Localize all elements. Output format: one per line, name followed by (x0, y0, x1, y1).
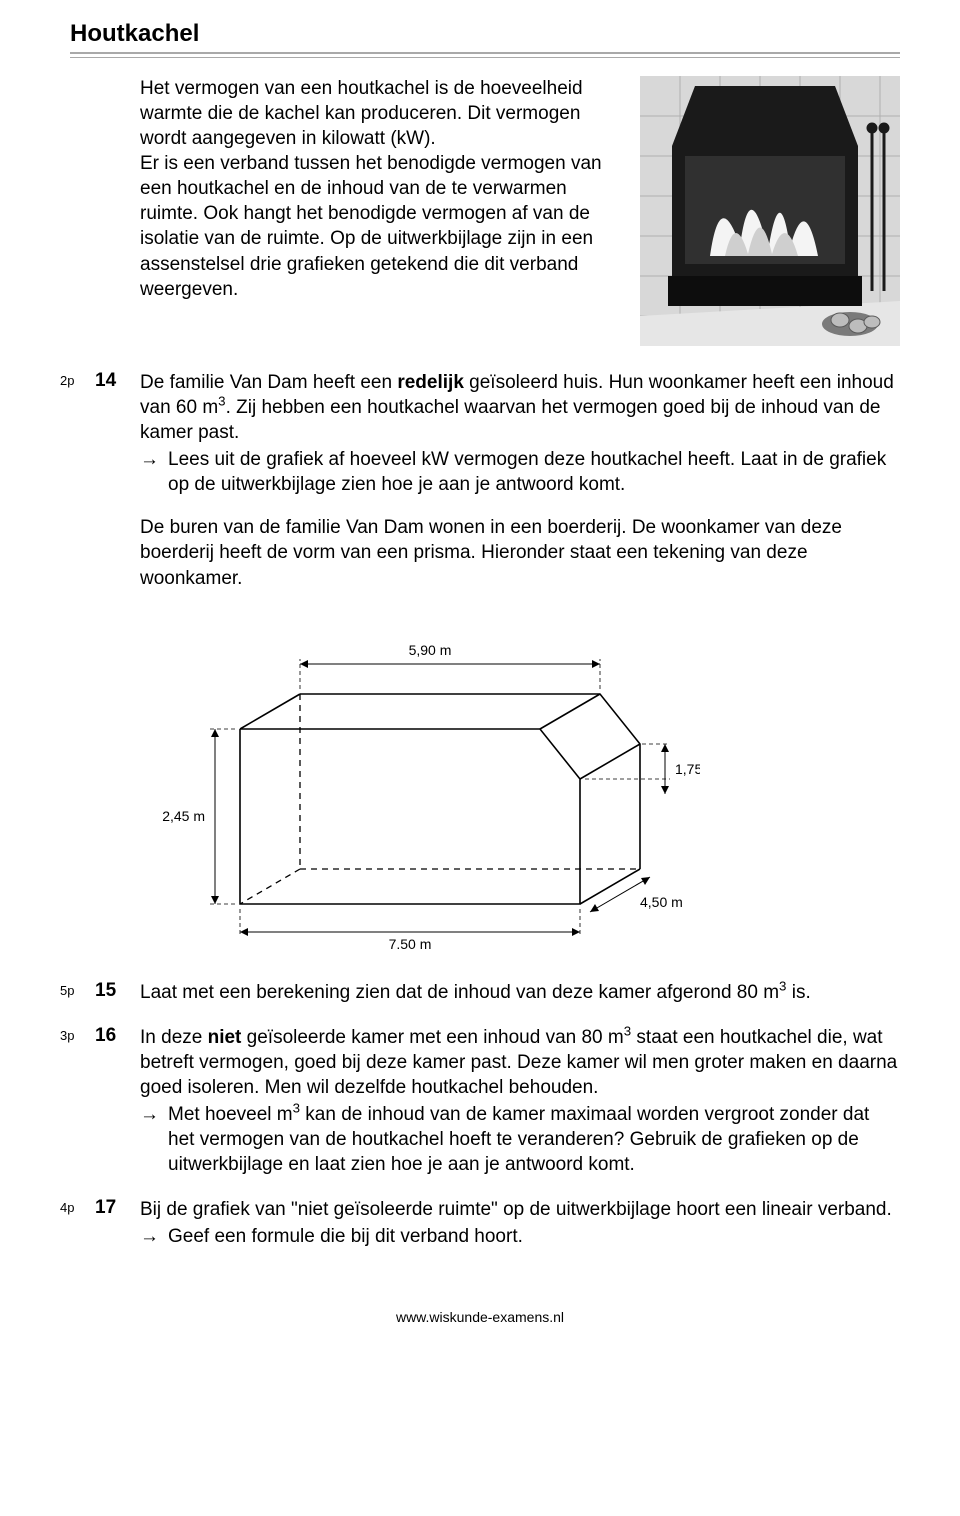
title-block: Houtkachel (70, 20, 900, 58)
dim-left: 2,45 m (162, 729, 235, 904)
arrow-instruction: → Lees uit de grafiek af hoeveel kW verm… (140, 447, 900, 497)
stove-photo (640, 76, 900, 346)
question-number: 16 (95, 1025, 140, 1177)
dim-bottom: 7,50 m (240, 909, 580, 949)
question-aftertext: De buren van de familie Van Dam wonen in… (140, 515, 900, 590)
question-number: 14 (95, 370, 140, 609)
intro-text: Het vermogen van een houtkachel is de ho… (140, 76, 616, 346)
exam-page: Houtkachel Het vermogen van een houtkach… (0, 0, 960, 1365)
question-body: De familie Van Dam heeft een redelijk ge… (140, 370, 900, 609)
question-number: 17 (95, 1197, 140, 1249)
intro-row: Het vermogen van een houtkachel is de ho… (140, 76, 900, 346)
page-title: Houtkachel (70, 20, 900, 48)
page-footer: www.wiskunde-examens.nl (60, 1309, 900, 1325)
question-16: 3p 16 In deze niet geïsoleerde kamer met… (60, 1025, 900, 1177)
arrow-icon: → (140, 1224, 168, 1249)
dim-right-bottom: 4,50 m (590, 877, 683, 912)
points-label: 4p (60, 1197, 95, 1249)
question-number: 15 (95, 980, 140, 1005)
question-body: Bij de grafiek van "niet geïsoleerde rui… (140, 1197, 900, 1249)
points-label: 3p (60, 1025, 95, 1177)
question-17: 4p 17 Bij de grafiek van "niet geïsoleer… (60, 1197, 900, 1249)
question-text: De familie Van Dam heeft een redelijk ge… (140, 370, 900, 445)
question-text: In deze niet geïsoleerde kamer met een i… (140, 1025, 900, 1100)
question-body: In deze niet geïsoleerde kamer met een i… (140, 1025, 900, 1177)
question-14: 2p 14 De familie Van Dam heeft een redel… (60, 370, 900, 609)
dim-left-label: 2,45 m (162, 808, 205, 824)
arrow-icon: → (140, 1102, 168, 1177)
arrow-text: Met hoeveel m3 kan de inhoud van de kame… (168, 1102, 900, 1177)
dim-top: 5,90 m (300, 642, 600, 689)
arrow-instruction: → Geef een formule die bij dit verband h… (140, 1224, 900, 1249)
arrow-icon: → (140, 447, 168, 497)
dim-right-top: 1,75 m (585, 744, 700, 794)
question-text: Bij de grafiek van "niet geïsoleerde rui… (140, 1197, 900, 1222)
points-label: 5p (60, 980, 95, 1005)
title-rule (70, 52, 900, 58)
prism-diagram: 5,90 m (140, 629, 900, 954)
arrow-instruction: → Met hoeveel m3 kan de inhoud van de ka… (140, 1102, 900, 1177)
arrow-text: Geef een formule die bij dit verband hoo… (168, 1224, 900, 1249)
stove-base (668, 276, 862, 306)
dim-right-bottom-label: 4,50 m (640, 894, 683, 910)
dim-right-top-label: 1,75 m (675, 761, 700, 777)
points-label: 2p (60, 370, 95, 609)
question-body: Laat met een berekening zien dat de inho… (140, 980, 900, 1005)
stove-hood (672, 86, 858, 146)
dim-top-label: 5,90 m (409, 642, 452, 658)
question-text: Laat met een berekening zien dat de inho… (140, 980, 900, 1005)
arrow-text: Lees uit de grafiek af hoeveel kW vermog… (168, 447, 900, 497)
question-15: 5p 15 Laat met een berekening zien dat d… (60, 980, 900, 1005)
dim-bottom-label: 7,50 m (389, 936, 432, 949)
